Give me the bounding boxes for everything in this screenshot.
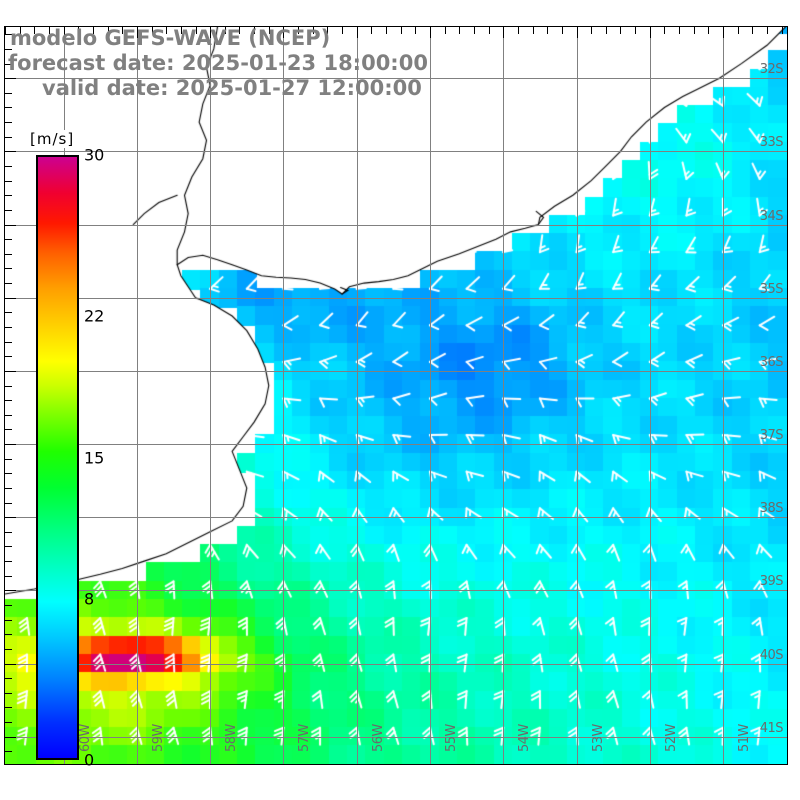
latitude-label: 32S	[759, 62, 784, 78]
longitude-label: 56W	[370, 724, 386, 752]
wind-speed-field	[5, 27, 787, 764]
latitude-label: 40S	[759, 647, 784, 663]
colorbar-tick-label: 8	[84, 589, 95, 609]
latitude-label: 36S	[759, 354, 784, 370]
longitude-label: 52W	[663, 724, 679, 752]
colorbar-tick-label: 15	[84, 448, 105, 467]
map-plot-area[interactable]: 60W 59W 58W 57W 56W 55W 54W 53W 52W 51W 32S 33S 34S…	[4, 26, 788, 765]
longitude-label: 59W	[150, 724, 166, 752]
longitude-label: 53W	[590, 724, 606, 752]
colorbar-unit-label: [m/s]	[28, 130, 77, 148]
colorbar-tick-label: 0	[84, 750, 95, 770]
longitude-label: 51W	[737, 724, 753, 752]
colorbar-tick-label: 30	[84, 145, 105, 165]
latitude-label: 41S	[759, 720, 784, 736]
latitude-label: 37S	[759, 428, 784, 444]
wind-field-canvas	[5, 27, 787, 764]
colorbar-tick-label: 22	[84, 306, 105, 326]
longitude-label: 54W	[517, 724, 533, 752]
latitude-label: 39S	[759, 574, 784, 590]
colorbar	[36, 155, 79, 760]
latitude-label: 34S	[759, 208, 784, 224]
latitude-label: 33S	[759, 135, 784, 151]
longitude-label: 55W	[443, 724, 459, 752]
latitude-label: 38S	[759, 501, 784, 517]
longitude-label: 60W	[77, 724, 93, 752]
latitude-label: 35S	[759, 281, 784, 297]
longitude-label: 58W	[224, 724, 240, 752]
longitude-label: 57W	[297, 724, 313, 752]
